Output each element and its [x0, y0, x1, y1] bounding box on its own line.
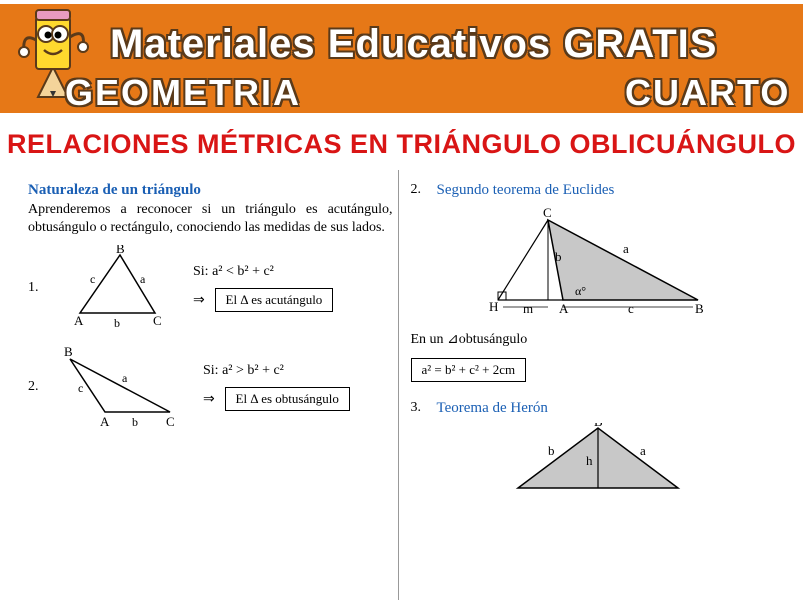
angle-label: α°: [575, 284, 586, 298]
side-label: a: [640, 443, 646, 458]
item-number: 3.: [411, 400, 429, 419]
title-subject: GEOMETRIA: [65, 72, 301, 113]
implies-icon: ⇒: [193, 292, 211, 309]
vertex-label: C: [153, 313, 162, 328]
header-band: Materiales Educativos GRATIS GEOMETRIA C…: [0, 0, 803, 125]
vertex-label: B: [695, 301, 704, 316]
triangle-acute-icon: A C B c a b: [60, 245, 175, 330]
item-heading: Segundo teorema de Euclides: [437, 182, 615, 199]
vertex-label: A: [559, 301, 569, 316]
implies-icon: ⇒: [203, 391, 221, 408]
result-row: ⇒ El Δ es acutángulo: [193, 288, 333, 312]
side-label: h: [586, 453, 593, 468]
side-label: a: [623, 241, 629, 256]
left-column: Naturaleza de un triángulo Aprenderemos …: [28, 182, 393, 499]
case-number: 2.: [28, 379, 42, 395]
content-area: Naturaleza de un triángulo Aprenderemos …: [0, 170, 803, 499]
side-label: b: [548, 443, 555, 458]
right-column: 2. Segundo teorema de Euclides C H A B a…: [411, 182, 776, 499]
item-euclid: 2. Segundo teorema de Euclides: [411, 182, 776, 201]
result-row: ⇒ El Δ es obtusángulo: [203, 387, 350, 411]
vertex-label: B: [116, 245, 125, 256]
title-gratis: GRATIS: [563, 22, 717, 66]
item-heading: Teorema de Herón: [437, 400, 548, 417]
item-heron: 3. Teorema de Herón: [411, 400, 776, 419]
item-number: 2.: [411, 182, 429, 201]
euclid-subtext: En un ⊿obtusángulo: [411, 331, 776, 348]
case-obtuse: 2. B A C c a b Si: a² > b² + c² ⇒ El Δ e…: [28, 344, 393, 429]
case-acute: 1. A C B c a b Si: a² < b² + c² ⇒ El Δ e…: [28, 245, 393, 330]
result-box: El Δ es acutángulo: [215, 288, 334, 312]
condition-text: Si: a² < b² + c²: [193, 264, 333, 280]
column-divider: [398, 170, 399, 600]
side-label: c: [628, 301, 634, 316]
title-grade: CUARTO: [625, 72, 790, 114]
case-rhs: Si: a² < b² + c² ⇒ El Δ es acutángulo: [193, 264, 333, 312]
triangle-obtuse-icon: B A C c a b: [60, 344, 185, 429]
triangle-euclid-icon: C H A B a b c m α°: [463, 205, 723, 325]
topic-title: RELACIONES MÉTRICAS EN TRIÁNGULO OBLICUÁ…: [0, 129, 803, 160]
header-title-line2: GEOMETRIA CUARTO: [65, 72, 301, 114]
title-materials: Materiales Educativos: [110, 22, 551, 66]
topic-title-band: RELACIONES MÉTRICAS EN TRIÁNGULO OBLICUÁ…: [0, 125, 803, 170]
euclid-formula-row: a² = b² + c² + 2cm: [411, 358, 776, 382]
section-heading-nature: Naturaleza de un triángulo: [28, 182, 393, 199]
condition-text: Si: a² > b² + c²: [203, 363, 350, 379]
side-label: a: [122, 371, 128, 385]
vertex-label: C: [543, 205, 552, 220]
intro-text: Aprenderemos a reconocer si un triángulo…: [28, 201, 393, 237]
result-box: El Δ es obtusángulo: [225, 387, 350, 411]
side-label: b: [555, 249, 562, 264]
triangle-heron-icon: B b a h: [478, 423, 708, 493]
vertex-label: C: [166, 414, 175, 429]
side-label: b: [132, 415, 138, 429]
vertex-label: B: [64, 344, 73, 359]
case-number: 1.: [28, 280, 42, 296]
side-label: c: [90, 272, 95, 286]
side-label: c: [78, 381, 83, 395]
case-rhs: Si: a² > b² + c² ⇒ El Δ es obtusángulo: [203, 363, 350, 411]
vertex-label: A: [100, 414, 110, 429]
side-label: a: [140, 272, 146, 286]
vertex-label: A: [74, 313, 84, 328]
header-title-line1: Materiales Educativos GRATIS: [110, 22, 717, 67]
vertex-label: B: [594, 423, 603, 429]
vertex-label: H: [489, 299, 498, 314]
side-label: m: [523, 301, 533, 316]
formula-box: a² = b² + c² + 2cm: [411, 358, 527, 382]
side-label: b: [114, 316, 120, 330]
